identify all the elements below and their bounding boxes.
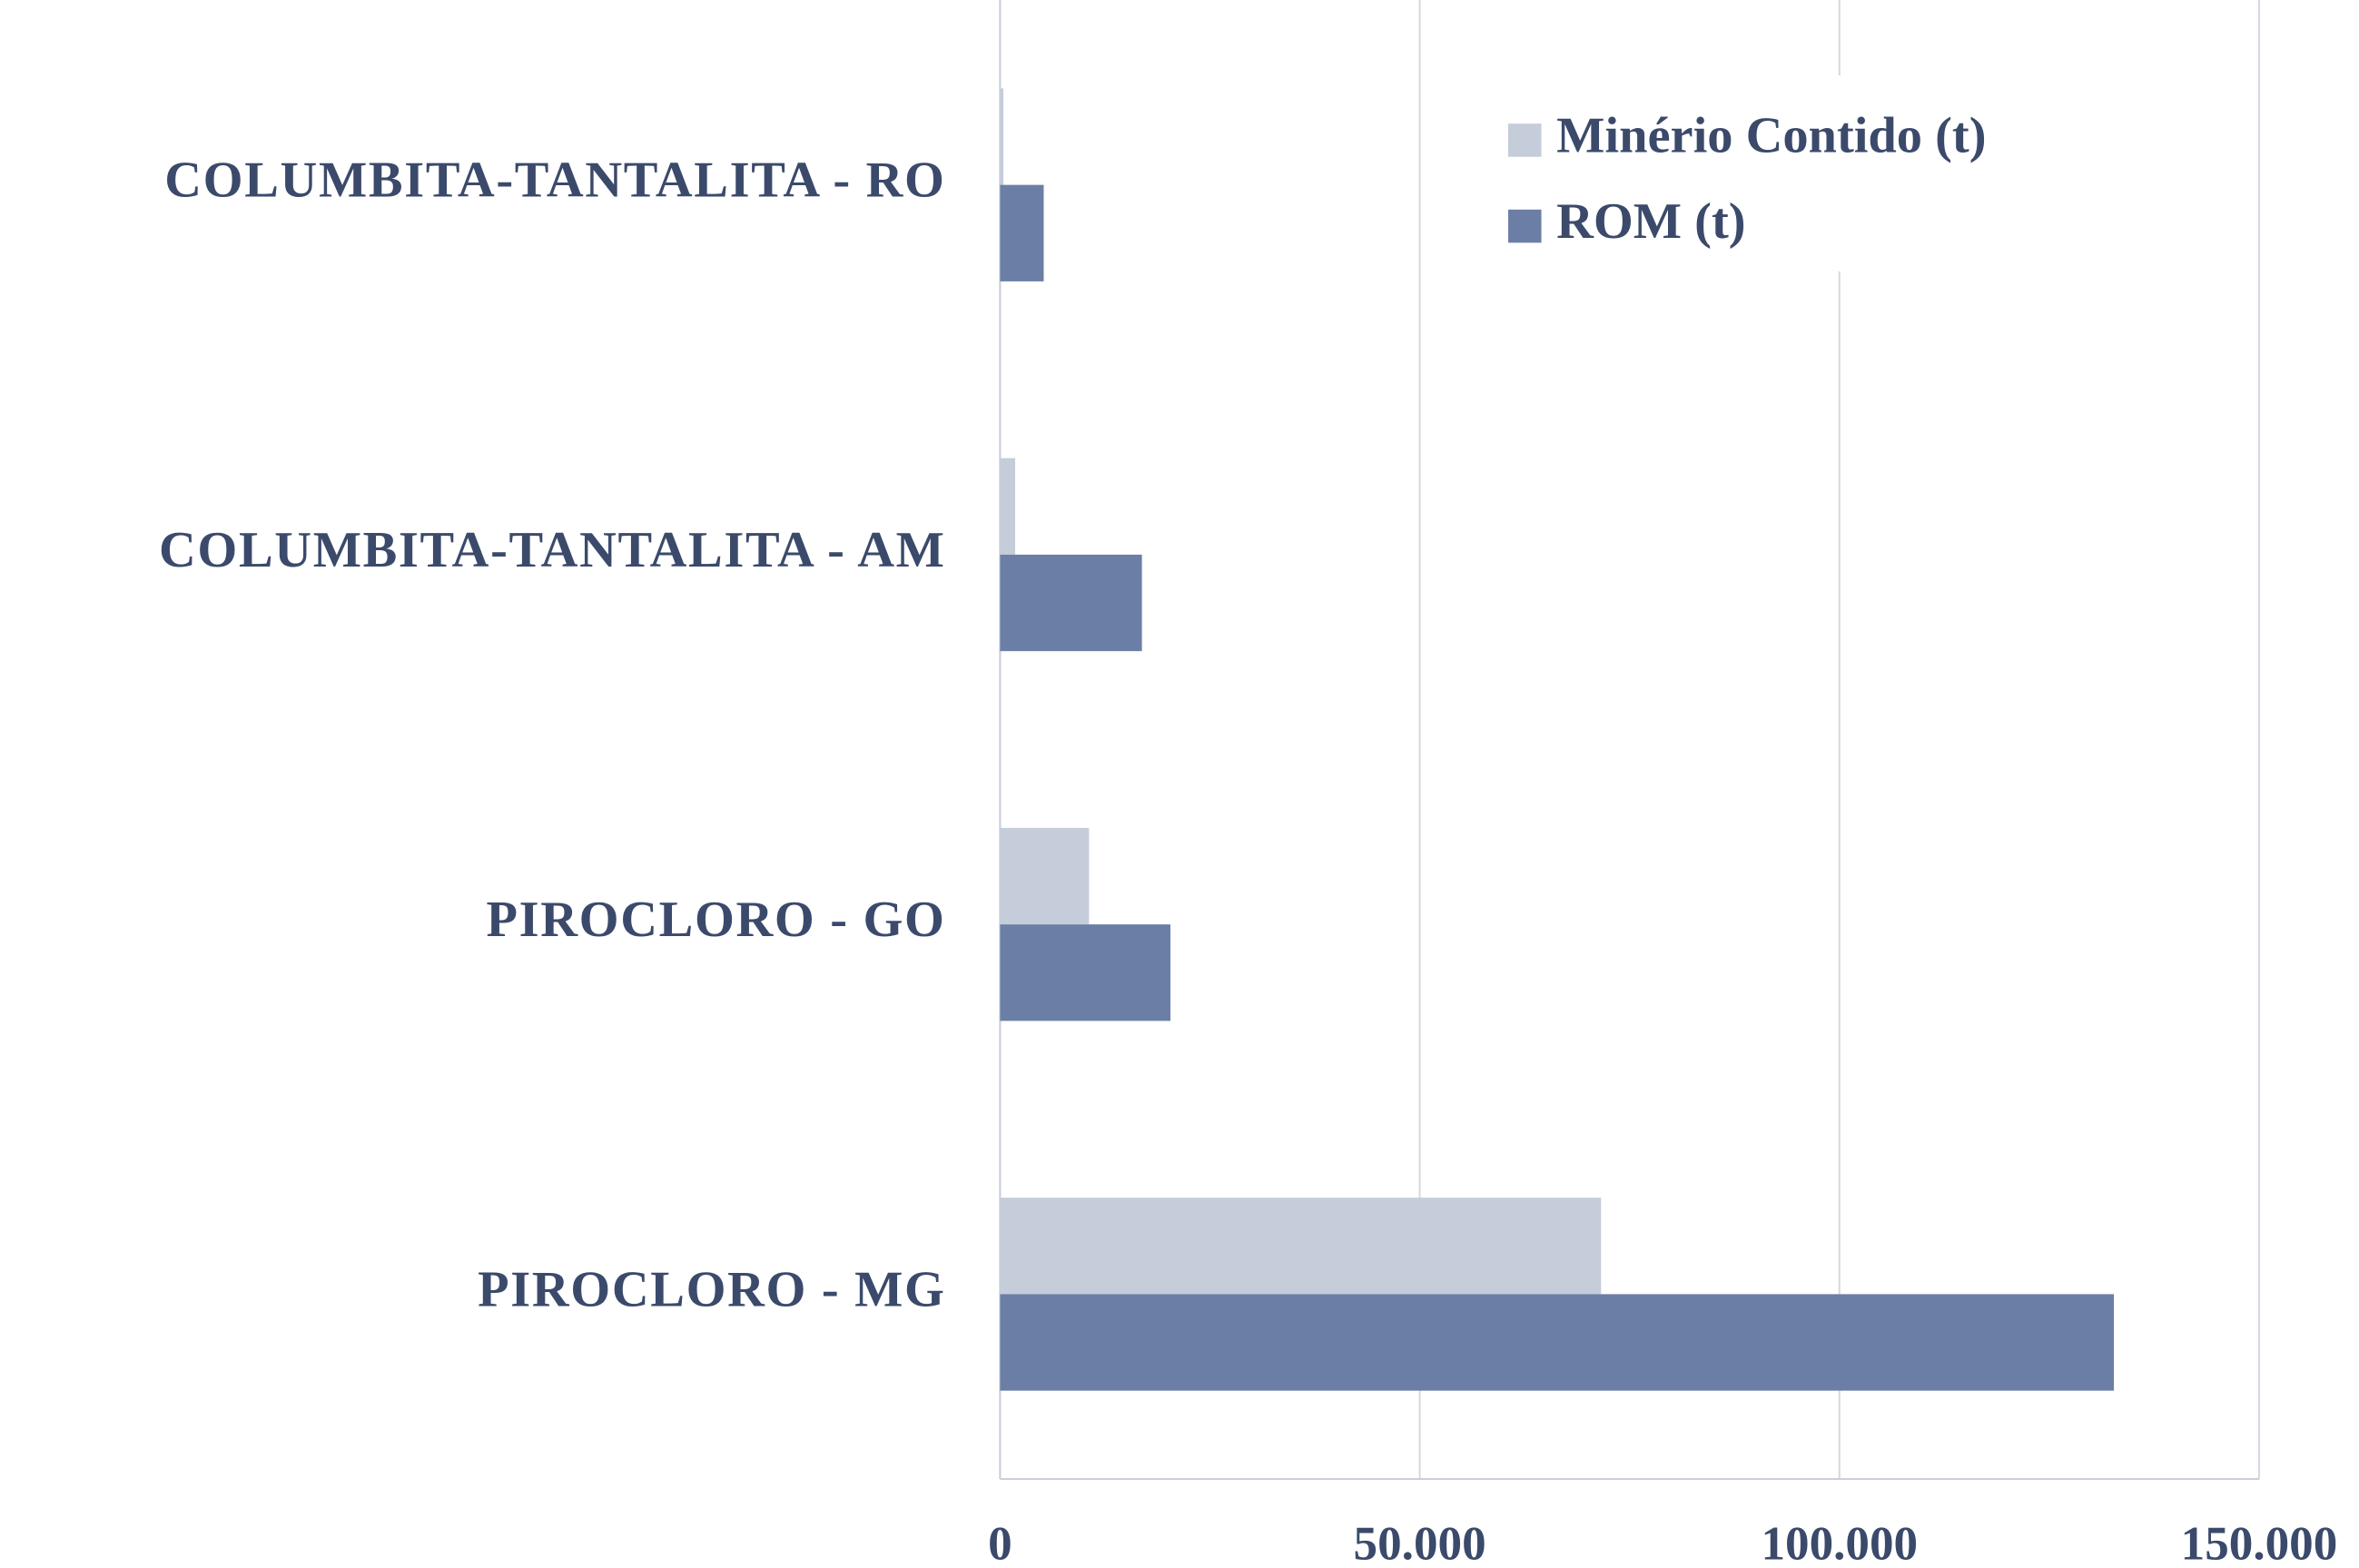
bar: [1000, 924, 1171, 1021]
bar: [1000, 184, 1044, 281]
bars: [1000, 88, 2115, 1391]
legend-background: [1485, 75, 2119, 271]
x-tick-label: 100.000: [1761, 1518, 1918, 1568]
bar: [1000, 88, 1004, 185]
bar: [1000, 827, 1090, 925]
bar: [1000, 1294, 2115, 1391]
y-tick-label: PIROCLORO - GO: [487, 892, 946, 948]
legend-label: ROM (t): [1556, 193, 1745, 250]
y-tick-label: COLUMBITA-TANTALITA - AM: [159, 522, 946, 578]
x-tick-label: 150.000: [2181, 1518, 2338, 1568]
x-tick-label: 0: [988, 1518, 1012, 1568]
legend: Minério Contido (t) ROM (t): [1485, 75, 2119, 271]
legend-swatch: [1508, 209, 1542, 243]
legend-swatch: [1508, 123, 1542, 157]
labels: 0 50.000 100.000 150.000 COLUMBITA-TANTALITA…: [159, 153, 2337, 1568]
y-tick-label: PIROCLORO - MG: [478, 1261, 945, 1317]
legend-label: Minério Contido (t): [1556, 107, 1986, 163]
x-tick-label: 50.000: [1354, 1518, 1486, 1568]
bar: [1000, 1198, 1602, 1295]
y-tick-label: COLUMBITA-TANTALITA - RO: [164, 153, 945, 209]
bar: [1000, 458, 1016, 555]
bar: [1000, 554, 1142, 652]
